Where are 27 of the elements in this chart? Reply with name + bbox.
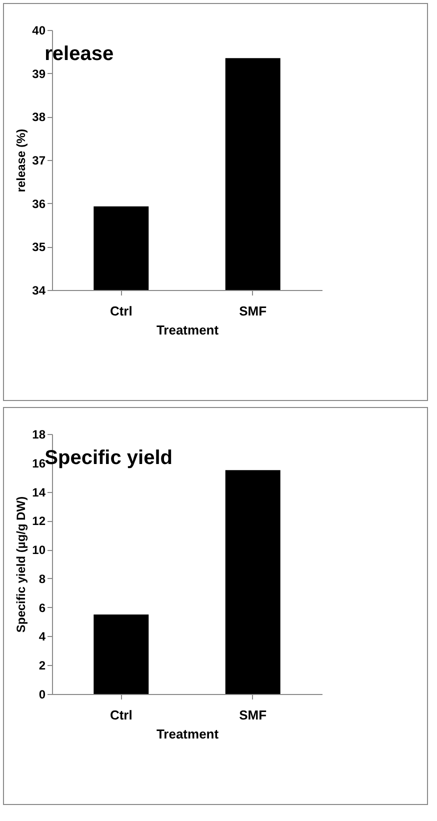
y-tick-label: 39 — [32, 66, 46, 81]
y-tick-label: 36 — [32, 196, 46, 211]
y-tick-label: 12 — [32, 514, 46, 528]
x-tick-label: Ctrl — [110, 708, 132, 722]
x-tick-label: SMF — [239, 304, 267, 318]
y-tick-label: 10 — [32, 543, 46, 558]
y-tick-label: 6 — [38, 600, 46, 615]
text: release — [44, 43, 114, 65]
x-axis-title: Treatment — [156, 322, 220, 338]
y-tick-label: 18 — [32, 428, 46, 442]
y-tick-label: 14 — [32, 485, 46, 500]
y-tick-label: 2 — [38, 658, 46, 673]
y-axis-title: release (%) — [14, 128, 28, 192]
y-tick-label: 38 — [32, 110, 46, 124]
y-tick-label: 4 — [38, 630, 46, 644]
text: Specific yield — [44, 447, 172, 469]
y-tick-label: 34 — [32, 284, 46, 298]
y-tick-label: 40 — [32, 24, 46, 38]
x-axis-title: Treatment — [156, 726, 220, 742]
y-tick-label: 35 — [32, 240, 46, 254]
y-tick-label: 37 — [32, 154, 46, 168]
y-tick-label: 16 — [32, 456, 46, 470]
x-tick-label: SMF — [239, 708, 267, 722]
x-tick-label: Ctrl — [110, 304, 132, 318]
y-tick-label: 8 — [38, 572, 46, 586]
y-tick-label: 0 — [38, 688, 46, 702]
y-axis-title: Specific yield (µg/g DW) — [14, 496, 28, 633]
